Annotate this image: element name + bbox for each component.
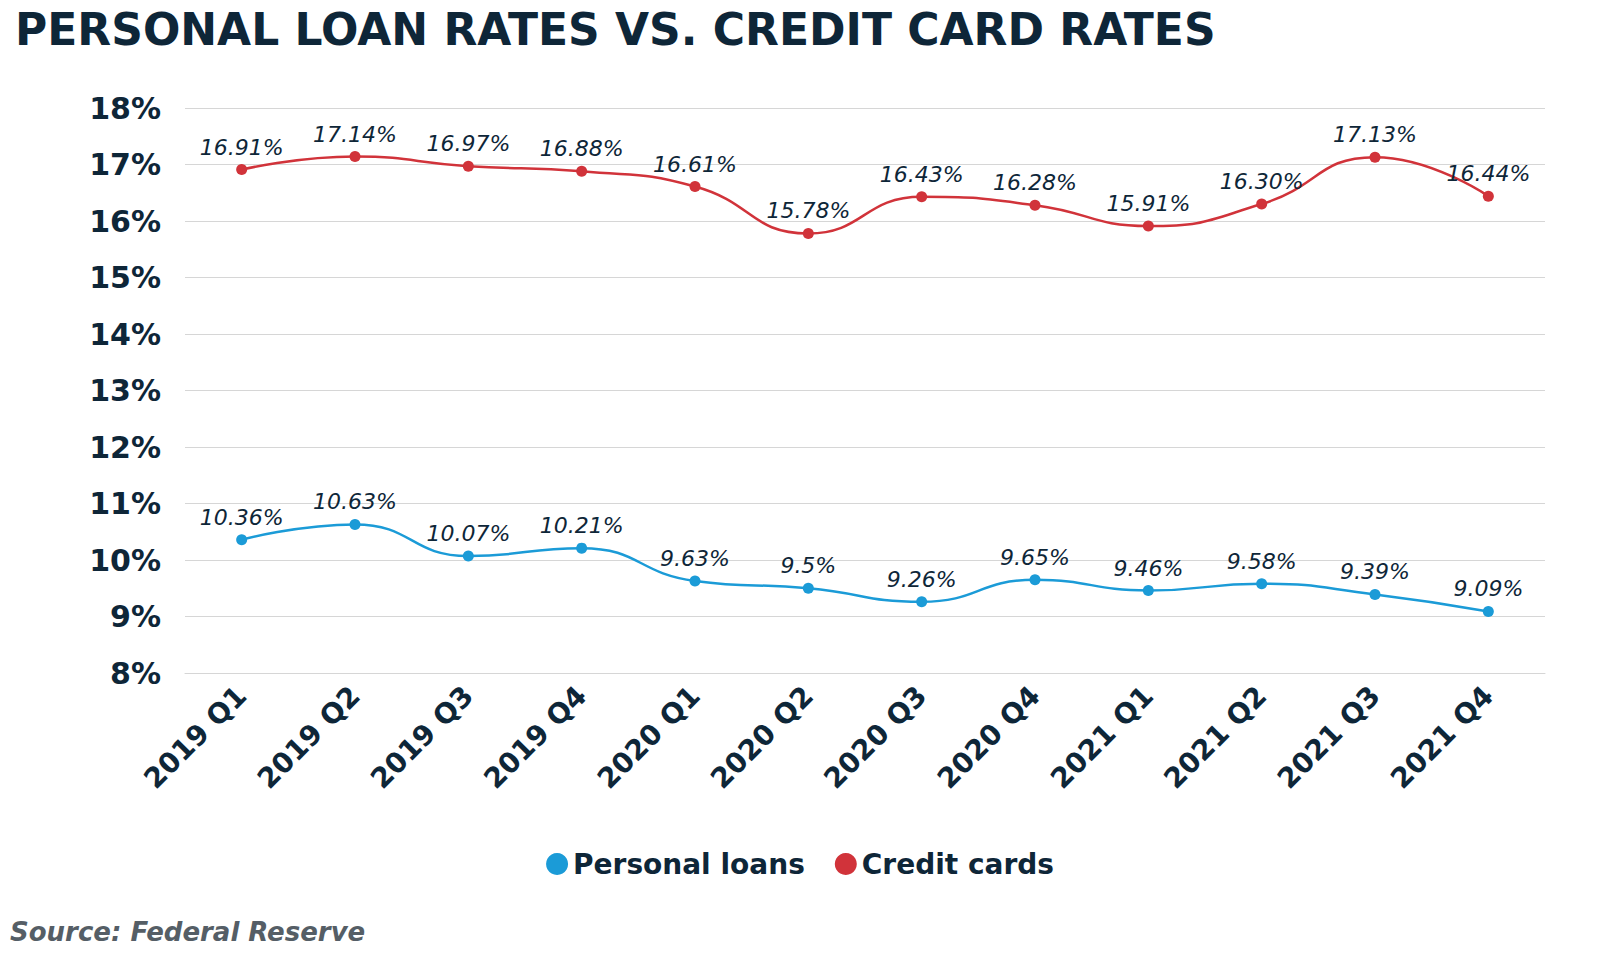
svg-text:9.5%: 9.5%	[780, 553, 836, 578]
svg-text:Personal loans: Personal loans	[573, 848, 805, 881]
svg-text:2021 Q2: 2021 Q2	[1157, 679, 1273, 795]
svg-text:9.58%: 9.58%	[1227, 549, 1297, 574]
svg-text:16.28%: 16.28%	[993, 170, 1077, 195]
svg-text:16%: 16%	[89, 204, 161, 239]
svg-text:15.78%: 15.78%	[766, 198, 850, 223]
svg-text:2020 Q2: 2020 Q2	[704, 679, 820, 795]
svg-text:9.09%: 9.09%	[1453, 576, 1523, 601]
svg-text:9.46%: 9.46%	[1113, 556, 1183, 581]
svg-text:2021 Q4: 2021 Q4	[1384, 679, 1500, 795]
svg-text:2019 Q2: 2019 Q2	[251, 679, 367, 795]
svg-text:10.21%: 10.21%	[540, 513, 624, 538]
svg-text:2020 Q3: 2020 Q3	[817, 679, 933, 795]
svg-text:16.30%: 16.30%	[1220, 169, 1304, 194]
svg-text:15%: 15%	[89, 260, 161, 295]
svg-text:16.97%: 16.97%	[426, 131, 510, 156]
svg-text:14%: 14%	[89, 317, 161, 352]
svg-text:16.88%: 16.88%	[540, 136, 624, 161]
svg-text:17.13%: 17.13%	[1333, 122, 1417, 147]
svg-text:PERSONAL LOAN RATES VS. CREDIT: PERSONAL LOAN RATES VS. CREDIT CARD RATE…	[15, 4, 1216, 55]
svg-text:2019 Q3: 2019 Q3	[364, 679, 480, 795]
svg-text:10.36%: 10.36%	[200, 505, 284, 530]
svg-text:2019 Q4: 2019 Q4	[477, 679, 593, 795]
svg-text:9.39%: 9.39%	[1340, 559, 1410, 584]
svg-text:2020 Q1: 2020 Q1	[591, 679, 707, 795]
svg-text:16.44%: 16.44%	[1446, 161, 1530, 186]
svg-text:2020 Q4: 2020 Q4	[931, 679, 1047, 795]
svg-text:2021 Q1: 2021 Q1	[1044, 679, 1160, 795]
svg-text:Credit cards: Credit cards	[862, 848, 1054, 881]
svg-text:2021 Q3: 2021 Q3	[1271, 679, 1387, 795]
svg-text:9.65%: 9.65%	[1000, 545, 1070, 570]
svg-text:18%: 18%	[89, 91, 161, 126]
svg-text:8%: 8%	[110, 656, 161, 691]
svg-text:11%: 11%	[89, 486, 161, 521]
svg-text:17%: 17%	[89, 147, 161, 182]
svg-text:13%: 13%	[89, 373, 161, 408]
svg-text:16.91%: 16.91%	[200, 135, 284, 160]
svg-text:17.14%: 17.14%	[313, 122, 397, 147]
svg-text:10.07%: 10.07%	[426, 521, 510, 546]
svg-text:12%: 12%	[89, 430, 161, 465]
svg-text:9%: 9%	[110, 599, 161, 634]
svg-text:Source: Federal Reserve: Source: Federal Reserve	[10, 917, 365, 947]
svg-text:2019 Q1: 2019 Q1	[137, 679, 253, 795]
svg-text:10%: 10%	[89, 543, 161, 578]
svg-text:10.63%: 10.63%	[313, 489, 397, 514]
svg-text:16.61%: 16.61%	[653, 152, 737, 177]
svg-text:9.26%: 9.26%	[887, 567, 957, 592]
svg-text:9.63%: 9.63%	[660, 546, 730, 571]
svg-text:16.43%: 16.43%	[880, 162, 964, 187]
svg-text:15.91%: 15.91%	[1106, 191, 1190, 216]
